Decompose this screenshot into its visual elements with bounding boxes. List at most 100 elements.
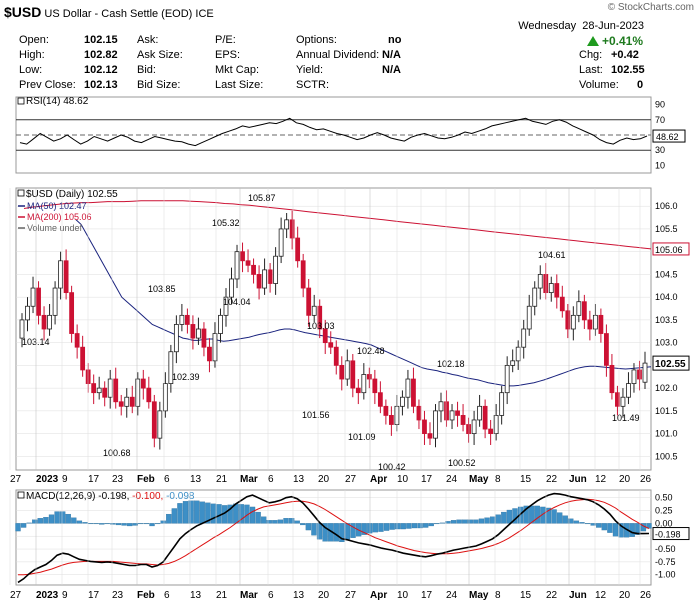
last-value: 102.55	[611, 64, 645, 76]
macd-histogram-bar	[562, 515, 568, 524]
macd-histogram-bar	[495, 514, 501, 524]
macd-tick-label: 0.00	[655, 518, 673, 528]
last-label: Last:	[579, 64, 603, 76]
candle-body	[96, 387, 102, 394]
candle-body	[267, 269, 273, 284]
macd-histogram-bar	[149, 523, 155, 527]
candle-body	[52, 287, 58, 316]
change-pct-value: +0.41%	[601, 34, 643, 48]
price-x-label: 13	[190, 474, 202, 485]
candle-body	[422, 419, 427, 435]
macd-histogram-bar	[216, 504, 222, 524]
price-annotation: 101.49	[612, 413, 640, 423]
last-price-box	[652, 355, 690, 371]
candle-body	[146, 387, 152, 403]
candle-body	[515, 346, 521, 362]
macd-x-label: 26	[640, 590, 652, 601]
macd-histogram-bar	[288, 518, 295, 524]
candle-body	[47, 314, 52, 330]
macd-x-label: 8	[495, 590, 501, 601]
candle-body	[411, 378, 416, 407]
macd-histogram-bar	[607, 523, 613, 533]
ask-label: Ask:	[137, 34, 159, 46]
macd-histogram-bar	[523, 505, 529, 524]
candle-body	[333, 346, 339, 366]
candle-body	[438, 401, 444, 412]
ma200-last-label: 105.06	[655, 245, 683, 255]
sctr-label: SCTR:	[296, 79, 329, 91]
price-tick-label: 103.5	[655, 315, 678, 325]
candle-body	[565, 310, 571, 330]
macd-histogram-bar	[400, 523, 406, 530]
candle-body	[477, 405, 483, 421]
macd-x-label: 21	[216, 590, 228, 601]
macd-histogram-bar	[54, 511, 60, 524]
candle-body	[361, 374, 367, 394]
price-x-label: 20	[619, 474, 631, 485]
macd-x-label: 13	[293, 590, 305, 601]
macd-last-box	[652, 527, 690, 541]
macd-histogram-bar	[194, 500, 200, 524]
candle-body	[493, 415, 499, 435]
candle-body	[532, 287, 538, 307]
macd-histogram-bar	[227, 504, 233, 524]
eps-label: EPS:	[215, 49, 241, 61]
macd-tick-label: 0.25	[655, 506, 673, 516]
macd-histogram-bar	[596, 523, 602, 528]
macd-histogram-bar	[439, 522, 446, 524]
candle-body	[642, 362, 648, 383]
macd-histogram-bar	[87, 523, 94, 525]
macd-histogram-bar	[406, 523, 412, 529]
candle-body	[322, 328, 328, 344]
candle-body	[74, 333, 80, 348]
macd-x-label: Apr	[370, 590, 387, 601]
candle-body	[157, 410, 163, 439]
macd-histogram-bar	[378, 523, 384, 532]
macd-histogram-bar	[445, 521, 451, 524]
macd-histogram-bar	[160, 520, 166, 524]
macd-histogram-bar	[166, 513, 172, 524]
high-value: 102.82	[84, 49, 118, 61]
macd-histogram-bar	[450, 520, 457, 524]
macd-last-label: -0.198	[655, 530, 681, 540]
candle-body	[212, 333, 218, 362]
macd-x-label: 23	[112, 590, 124, 601]
candle-body	[554, 283, 560, 298]
price-x-label: 6	[164, 474, 170, 485]
candle-body	[140, 378, 146, 389]
macd-x-label: 6	[164, 590, 170, 601]
macd-histogram-bar	[568, 518, 574, 524]
macd-histogram-bar	[32, 519, 38, 524]
price-annotation: 103.03	[307, 321, 335, 331]
macd-histogram-bar	[434, 523, 440, 525]
candle-body	[284, 219, 290, 230]
price-x-label: 2023	[36, 474, 59, 485]
open-value: 102.15	[84, 34, 118, 46]
price-x-label: Mar	[240, 474, 258, 485]
macd-histogram-bar	[462, 519, 468, 524]
macd-histogram-bar	[37, 518, 43, 524]
macd-histogram-bar	[272, 520, 278, 524]
macd-histogram-bar	[277, 519, 284, 524]
price-annotation: 101.56	[302, 410, 330, 420]
macd-tick-label: -1.00	[655, 570, 676, 580]
price-x-label: 23	[112, 474, 124, 485]
price-annotation: 100.42	[378, 462, 406, 472]
price-annotation: 105.32	[212, 218, 240, 228]
macd-histogram-bar	[422, 523, 429, 528]
macd-histogram-bar	[71, 517, 77, 524]
candle-body	[372, 378, 378, 394]
prev-close-value: 102.13	[84, 79, 118, 91]
macd-x-label: Feb	[137, 590, 155, 601]
yield-label: Yield:	[296, 64, 324, 76]
macd-histogram-bar	[143, 523, 150, 525]
change-percent: +0.41%	[586, 34, 643, 48]
candle-body	[637, 369, 642, 380]
macd-histogram-bar	[473, 519, 479, 524]
candle-body	[521, 328, 527, 348]
macd-histogram-bar	[322, 523, 328, 542]
price-x-label: 15	[520, 474, 532, 485]
candle-body	[427, 433, 433, 439]
watermark: © StockCharts.com	[607, 2, 694, 13]
candle-body	[460, 415, 466, 425]
